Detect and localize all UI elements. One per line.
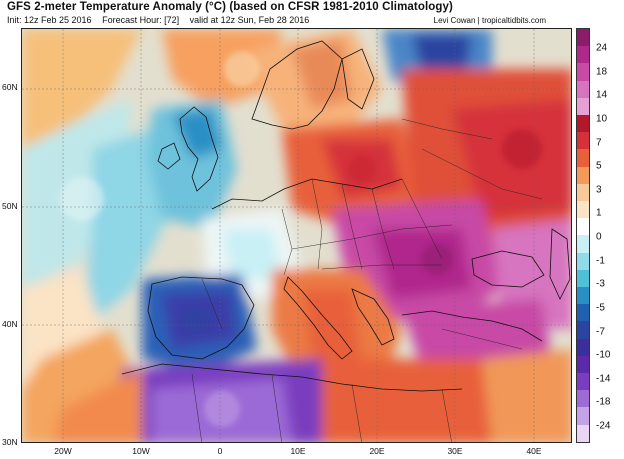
lat-label-50n: 50N [2, 201, 18, 211]
colorbar-segment [577, 338, 589, 356]
valid-time: valid at 12z Sun, Feb 28 2016 [189, 15, 310, 25]
colorbar-segment [577, 132, 589, 150]
colorbar-segment [577, 201, 589, 219]
colorbar-segment [577, 390, 589, 408]
lon-label-20w: 20W [54, 446, 72, 456]
colorbar-tick-label: -5 [596, 302, 605, 314]
colorbar-segment [577, 97, 589, 116]
colorbar-tick-label: 14 [596, 89, 608, 101]
colorbar-tick-label: 1 [596, 207, 602, 219]
lon-label-0: 0 [217, 446, 223, 456]
colorbar-segment [577, 235, 589, 253]
init-time: Init: 12z Feb 25 2016 [7, 15, 92, 25]
lon-label-40e: 40E [526, 446, 542, 456]
colorbar-segment [577, 287, 589, 305]
colorbar-segment [577, 355, 589, 374]
colorbar-segment [577, 80, 589, 98]
colorbar-tick-label: -3 [596, 278, 605, 290]
lon-label-20e: 20E [369, 446, 385, 456]
colorbar-segment [577, 424, 589, 442]
colorbar-segment [577, 218, 589, 236]
colorbar-tick-label: -14 [596, 373, 611, 385]
forecast-hour: Forecast Hour: [72] [102, 15, 180, 25]
colorbar-tick-label: -24 [596, 420, 611, 432]
colorbar-segment [577, 183, 589, 202]
colorbar-segment [577, 63, 589, 81]
lat-label-40n: 40N [2, 319, 18, 329]
colorbar-segment [577, 407, 589, 425]
map-title: GFS 2-meter Temperature Anomaly (°C) (ba… [7, 1, 453, 13]
colorbar-segment [577, 115, 589, 133]
map-svg [22, 29, 571, 442]
colorbar-tick-label: 10 [596, 113, 608, 125]
colorbar-tick-label: 18 [596, 66, 608, 78]
colorbar-tick-label: -18 [596, 396, 611, 408]
colorbar-segment [577, 321, 589, 339]
colorbar-segment [577, 269, 589, 288]
colorbar [576, 28, 590, 443]
colorbar-tick-label: 24 [596, 42, 608, 54]
colorbar-tick-label: 5 [596, 160, 602, 172]
colorbar-segment [577, 252, 589, 270]
country-borders [191, 118, 543, 442]
colorbar-tick-label: -7 [596, 326, 605, 337]
anomaly-map[interactable] [21, 28, 572, 443]
colorbar-tick-label: -10 [596, 349, 611, 361]
colorbar-tick-label: 3 [596, 184, 602, 196]
credit: Levi Cowan | tropicaltidbits.com [433, 16, 546, 25]
coastlines [121, 40, 571, 392]
colorbar-segment [577, 29, 589, 47]
colorbar-tick-label: 0 [596, 231, 602, 243]
colorbar-segment [577, 46, 589, 64]
graticule [22, 29, 571, 442]
colorbar-segment [577, 149, 589, 167]
colorbar-tick-label: 7 [596, 137, 602, 148]
lat-label-30n: 30N [2, 437, 18, 447]
header: GFS 2-meter Temperature Anomaly (°C) (ba… [0, 0, 624, 28]
colorbar-tick-label: -1 [596, 255, 605, 267]
colorbar-segment [577, 166, 589, 184]
lat-label-60n: 60N [2, 82, 18, 92]
colorbar-segment [577, 373, 589, 391]
colorbar-segment [577, 304, 589, 322]
anomaly-texture [60, 51, 542, 427]
lon-label-10w: 10W [132, 446, 150, 456]
lon-label-10e: 10E [290, 446, 306, 456]
run-info: Init: 12z Feb 25 2016 Forecast Hour: [72… [7, 15, 317, 25]
lon-label-30e: 30E [447, 446, 463, 456]
